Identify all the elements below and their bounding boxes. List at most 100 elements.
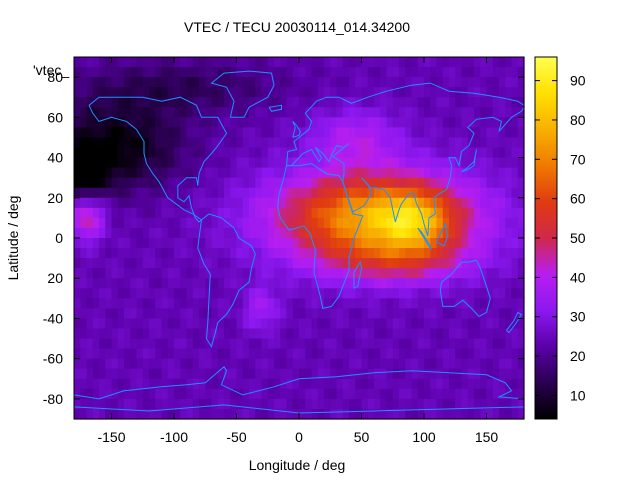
heatmap-cell bbox=[186, 268, 194, 279]
heatmap-cell bbox=[336, 197, 344, 209]
heatmap-cell bbox=[111, 87, 119, 98]
heatmap-cell bbox=[261, 378, 269, 390]
heatmap-cell bbox=[80, 187, 88, 199]
heatmap-cell bbox=[167, 408, 175, 420]
heatmap-cell bbox=[249, 117, 256, 128]
heatmap-cell bbox=[286, 87, 294, 98]
heatmap-cell bbox=[274, 57, 281, 68]
heatmap-cell bbox=[480, 117, 488, 128]
heatmap-cell bbox=[505, 57, 513, 68]
heatmap-cell bbox=[474, 77, 481, 88]
heatmap-cell bbox=[467, 177, 475, 189]
heatmap-cell bbox=[180, 258, 188, 269]
heatmap-cell bbox=[267, 57, 275, 68]
heatmap-cell bbox=[80, 147, 88, 159]
heatmap-cell bbox=[249, 217, 256, 229]
heatmap-cell bbox=[486, 117, 494, 128]
heatmap-cell bbox=[174, 248, 181, 259]
heatmap-cell bbox=[455, 398, 463, 410]
heatmap-cell bbox=[155, 378, 163, 390]
heatmap-cell bbox=[86, 308, 94, 320]
heatmap-cell bbox=[317, 207, 325, 219]
heatmap-cell bbox=[317, 378, 325, 390]
heatmap-cell bbox=[199, 117, 206, 128]
heatmap-cell bbox=[399, 77, 406, 88]
heatmap-cell bbox=[405, 348, 413, 360]
heatmap-cell bbox=[205, 157, 213, 169]
heatmap-cell bbox=[217, 398, 225, 410]
heatmap-cell bbox=[405, 388, 413, 400]
heatmap-cell bbox=[374, 157, 381, 169]
heatmap-cell bbox=[467, 398, 475, 410]
heatmap-cell bbox=[492, 358, 500, 370]
heatmap-cell bbox=[449, 248, 456, 259]
heatmap-cell bbox=[80, 87, 88, 98]
heatmap-cell bbox=[267, 258, 275, 269]
heatmap-cell bbox=[174, 137, 181, 149]
heatmap-cell bbox=[342, 197, 350, 209]
heatmap-cell bbox=[99, 268, 106, 279]
heatmap-cell bbox=[186, 177, 194, 189]
heatmap-cell bbox=[211, 378, 219, 390]
heatmap-cell bbox=[211, 248, 219, 259]
heatmap-cell bbox=[249, 318, 256, 330]
heatmap-cell bbox=[224, 227, 231, 239]
heatmap-cell bbox=[267, 97, 275, 108]
heatmap-cell bbox=[517, 288, 525, 299]
heatmap-cell bbox=[274, 137, 281, 149]
heatmap-cell bbox=[205, 388, 213, 400]
heatmap-cell bbox=[149, 298, 156, 309]
heatmap-cell bbox=[330, 388, 338, 400]
heatmap-cell bbox=[149, 207, 156, 219]
heatmap-cell bbox=[342, 248, 350, 259]
heatmap-cell bbox=[424, 217, 431, 229]
heatmap-cell bbox=[380, 77, 388, 88]
heatmap-cell bbox=[336, 298, 344, 309]
heatmap-cell bbox=[192, 77, 200, 88]
heatmap-cell bbox=[417, 67, 425, 78]
heatmap-cell bbox=[117, 67, 125, 78]
heatmap-cell bbox=[149, 97, 156, 108]
heatmap-cell bbox=[430, 87, 438, 98]
heatmap-cell bbox=[492, 408, 500, 420]
heatmap-cell bbox=[511, 77, 519, 88]
heatmap-cell bbox=[299, 57, 306, 68]
heatmap-cell bbox=[342, 288, 350, 299]
heatmap-cell bbox=[205, 338, 213, 350]
heatmap-cell bbox=[367, 57, 375, 68]
heatmap-cell bbox=[255, 127, 263, 139]
heatmap-cell bbox=[86, 77, 94, 88]
heatmap-cell bbox=[230, 358, 238, 370]
heatmap-cell bbox=[455, 278, 463, 289]
heatmap-cell bbox=[436, 318, 444, 330]
heatmap-cell bbox=[349, 57, 356, 68]
heatmap-cell bbox=[486, 127, 494, 139]
heatmap-cell bbox=[149, 217, 156, 229]
heatmap-cell bbox=[386, 328, 394, 340]
heatmap-cell bbox=[280, 358, 288, 370]
heatmap-cell bbox=[336, 248, 344, 259]
heatmap-cell bbox=[374, 57, 381, 68]
heatmap-cell bbox=[367, 378, 375, 390]
heatmap-cell bbox=[286, 117, 294, 128]
heatmap-cell bbox=[342, 207, 350, 219]
heatmap-cell bbox=[449, 117, 456, 128]
heatmap-cell bbox=[236, 328, 244, 340]
heatmap-cell bbox=[386, 278, 394, 289]
heatmap-cell bbox=[424, 167, 431, 179]
heatmap-cell bbox=[442, 408, 450, 420]
heatmap-cell bbox=[205, 57, 213, 68]
heatmap-cell bbox=[105, 328, 113, 340]
heatmap-cell bbox=[192, 328, 200, 340]
heatmap-cell bbox=[511, 278, 519, 289]
heatmap-cell bbox=[442, 268, 450, 279]
heatmap-cell bbox=[455, 258, 463, 269]
heatmap-cell bbox=[411, 258, 419, 269]
heatmap-cell bbox=[305, 348, 313, 360]
heatmap-cell bbox=[180, 217, 188, 229]
heatmap-cell bbox=[111, 308, 119, 320]
heatmap-cell bbox=[455, 67, 463, 78]
heatmap-cell bbox=[130, 57, 138, 68]
heatmap-cell bbox=[117, 147, 125, 159]
heatmap-cell bbox=[411, 197, 419, 209]
